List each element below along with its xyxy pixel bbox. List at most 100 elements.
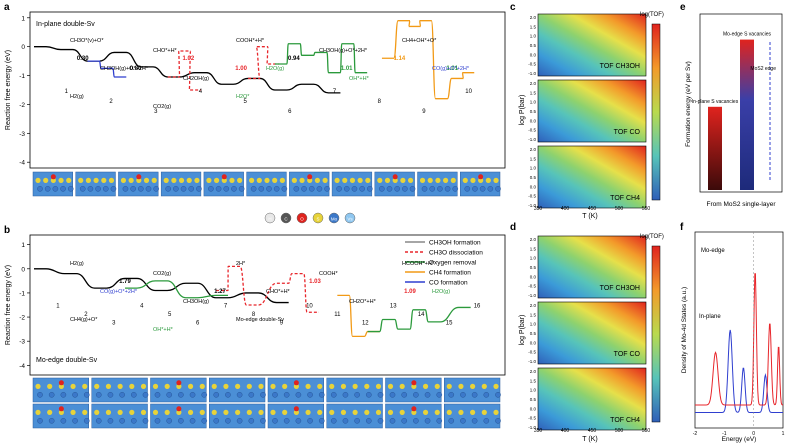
energy-barrier-label: 1.01 (446, 66, 458, 72)
y-tick-label: 0 (21, 266, 25, 273)
reaction-annotation: Mo-edge double-Sv (236, 317, 284, 323)
structure-thumbnail (444, 403, 501, 429)
y-tick-label: 0.0 (530, 52, 537, 57)
reaction-annotation: CH3OH(g)+O*+2H* (100, 66, 149, 72)
y-tick-label: 1.5 (530, 90, 537, 95)
path-step-label: 5 (168, 312, 172, 318)
series-line-ch3o-diss (216, 265, 319, 313)
structure-thumbnail (385, 403, 443, 429)
panel-a-structure-strip (32, 171, 501, 197)
structure-thumbnail (203, 171, 245, 197)
path-step-label: 9 (280, 320, 284, 326)
energy-barrier-label: 1.27 (214, 289, 226, 295)
panel-d-xlabel: T (K) (582, 436, 597, 443)
energy-barrier-label: 0.30 (77, 56, 89, 62)
path-step-label: 13 (390, 303, 397, 309)
x-tick-label: 1 (782, 431, 785, 437)
path-step-label: 5 (243, 99, 247, 105)
panel-label-d: d (510, 222, 516, 233)
x-tick-label: 550 (642, 206, 651, 212)
y-tick-label: -0.5 (528, 284, 536, 289)
atom-swatch (344, 212, 356, 224)
energy-barrier-label: 1.14 (394, 56, 406, 62)
panel-d-colorbar-label: log(TOF) (640, 234, 664, 240)
energy-barrier-label: 1.00 (235, 66, 247, 72)
panel-label-f: f (680, 222, 684, 233)
panel-a-frame (29, 11, 506, 169)
tof-heatmap (537, 367, 647, 431)
y-tick-label: 1.0 (530, 322, 537, 327)
y-tick-label: 1.5 (530, 156, 537, 161)
structure-thumbnail (209, 377, 266, 403)
reaction-annotation: H2(g) (70, 94, 84, 100)
y-tick-label: 2.0 (530, 15, 537, 20)
y-tick-label: -2 (19, 315, 25, 322)
dos-in-plane-line (695, 329, 783, 413)
y-tick-label: -0.5 (528, 350, 536, 355)
panel-c-heatmaps: TOF CH3OH 2.0 1.5 1.0 0.5 0.0 -0.5 -1.0 TOF CO 2.… (519, 12, 664, 220)
tof-heatmap (537, 145, 647, 209)
y-tick-label: 0.5 (530, 175, 537, 180)
y-tick-label: 0.0 (530, 274, 537, 279)
energy-barrier-label: 1.01 (341, 66, 353, 72)
reaction-annotation: H2(g) (70, 261, 84, 267)
y-tick-label: 2.0 (530, 303, 537, 308)
colorbar (651, 245, 661, 423)
mo-edge-label: Mo-edge (701, 248, 725, 254)
series-line-ch4 (381, 20, 475, 100)
energy-barrier-label: 1.79 (119, 279, 131, 285)
atom-label: Mo (331, 217, 338, 222)
y-tick-label: 1.5 (530, 246, 537, 251)
y-tick-label: 1.0 (530, 34, 537, 39)
heatmap-title: TOF CO (614, 351, 641, 358)
panel-c-ylabel: log P(bar) (519, 95, 526, 126)
panel-b-structure-strip (32, 377, 501, 429)
path-step-label: 7 (224, 303, 228, 309)
reaction-annotation: CH2OH(g) (183, 76, 209, 82)
reaction-annotation: H2O(g) (266, 66, 284, 72)
energy-barrier-label: 0.94 (288, 56, 300, 62)
series-line-ch4 (337, 294, 380, 338)
formation-energy-bar (740, 39, 754, 190)
y-tick-label: 0.0 (530, 118, 537, 123)
panel-b-title: Mo-edge double-Sv (36, 357, 98, 364)
panel-b-energy-diagram: Mo-edge double-Sv Reaction free energy (… (5, 234, 506, 429)
x-tick-label: -1 (722, 431, 727, 437)
heatmap-title: TOF CO (614, 129, 641, 136)
y-tick-label: 1.5 (530, 24, 537, 29)
energy-barrier-label: 1.09 (404, 289, 416, 295)
series-line-o-removal (274, 43, 368, 74)
heatmap-title: TOF CH3OH (600, 63, 640, 70)
y-tick-label: -4 (19, 160, 25, 167)
y-tick-label: -1 (19, 290, 25, 297)
y-tick-label: 1.5 (530, 378, 537, 383)
panel-d-ylabel: log P(bar) (519, 315, 526, 346)
reaction-annotation: OH*+H* (349, 76, 370, 82)
panel-label-a: a (4, 2, 10, 13)
y-tick-label: 2.0 (530, 237, 537, 242)
legend-label: CH3OH formation (429, 240, 481, 247)
y-tick-label: -0.5 (528, 62, 536, 67)
panel-e-bar-chart: Formation energy (eV per Sv) From MoS2 s… (685, 13, 783, 208)
structure-thumbnail (150, 377, 208, 403)
y-tick-label: 1.0 (530, 256, 537, 261)
series-line-main (34, 268, 289, 304)
y-tick-label: -0.5 (528, 128, 536, 133)
reaction-annotation: OH*+H* (153, 327, 174, 333)
structure-thumbnail (32, 171, 74, 197)
panel-d-heatmaps: TOF CH3OH 2.0 1.5 1.0 0.5 0.0 -0.5 -1.0 TOF CO 2.… (519, 234, 664, 443)
structure-thumbnail (374, 171, 416, 197)
y-tick-label: -1.0 (528, 203, 536, 208)
y-tick-label: 1.0 (530, 388, 537, 393)
bar-category-label: In-plane S vacancies (692, 99, 739, 105)
path-step-label: 1 (56, 303, 60, 309)
path-step-label: 11 (334, 312, 341, 318)
series-line-o-removal-2 (367, 306, 471, 333)
y-tick-label: 2.0 (530, 369, 537, 374)
reaction-annotation: CO(g)+O*+2H* (100, 289, 138, 295)
path-step-label: 10 (306, 303, 313, 309)
x-tick-label: 350 (534, 206, 543, 212)
in-plane-label: In-plane (699, 314, 721, 320)
energy-barrier-label: 0.80 (130, 66, 142, 72)
panel-b-ylabel: Reaction free energy (eV) (5, 265, 12, 345)
